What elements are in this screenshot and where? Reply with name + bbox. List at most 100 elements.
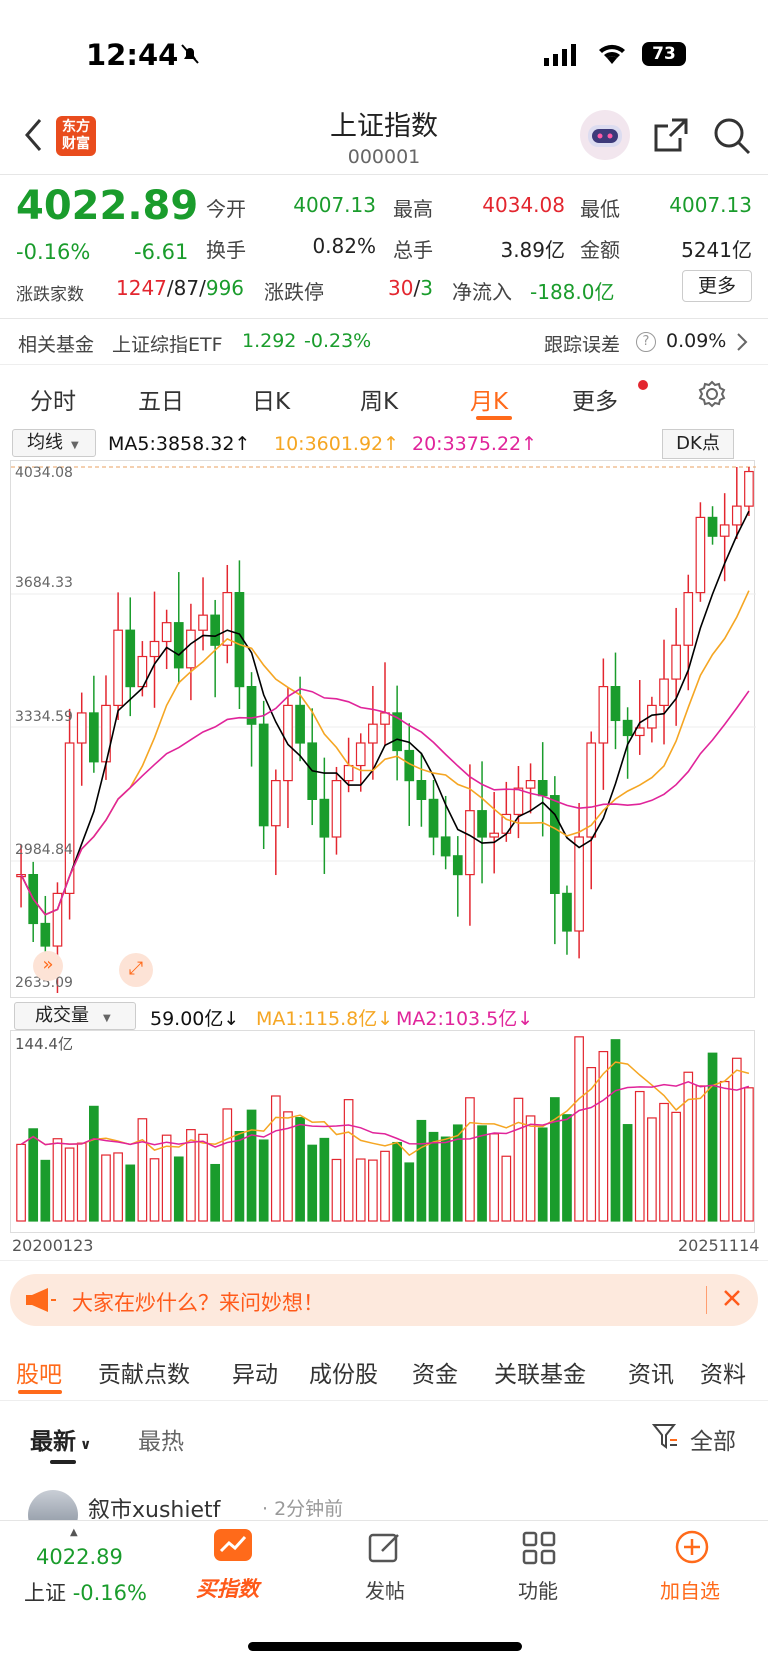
share-icon[interactable] bbox=[652, 116, 690, 158]
limit-values: 30/3 bbox=[388, 276, 433, 300]
candlestick-chart[interactable]: 4034.08 3684.33 3334.59 2984.84 2635.09 … bbox=[10, 460, 756, 998]
active-tab-indicator bbox=[476, 416, 512, 420]
tab-more[interactable]: 更多 bbox=[572, 389, 618, 415]
tab-funds-flow[interactable]: 资金 bbox=[412, 1362, 458, 1388]
candle-body bbox=[149, 640, 160, 658]
logo-line1: 东方 bbox=[62, 119, 90, 135]
up-count: 1247 bbox=[116, 276, 167, 300]
sort-latest[interactable]: 最新 ∨ bbox=[30, 1422, 91, 1456]
app-logo[interactable]: 东方 财富 bbox=[56, 116, 96, 156]
volume-bar bbox=[40, 1159, 51, 1222]
tab-constituents[interactable]: 成份股 bbox=[309, 1362, 378, 1388]
chevron-right-icon[interactable] bbox=[736, 332, 748, 356]
fullscreen-icon[interactable]: ⤢ bbox=[119, 953, 153, 987]
dk-point-button[interactable]: DK点 bbox=[662, 429, 734, 459]
limit-down: 3 bbox=[420, 276, 433, 300]
volume-max-label: 144.4亿 bbox=[15, 1035, 73, 1053]
fund-label: 相关基金 bbox=[18, 334, 95, 356]
ma-line bbox=[20, 510, 750, 916]
ma-line bbox=[20, 688, 750, 916]
avatar[interactable] bbox=[28, 1490, 78, 1520]
candle-body bbox=[513, 787, 524, 816]
tab-profile[interactable]: 资料 bbox=[700, 1362, 746, 1388]
volume-chart[interactable]: 144.4亿 bbox=[10, 1030, 755, 1233]
volume-bar bbox=[28, 1128, 39, 1222]
end-date: 20251114 bbox=[678, 1236, 760, 1255]
price-axis-label: 2984.84 bbox=[15, 842, 73, 858]
close-icon[interactable] bbox=[722, 1288, 742, 1312]
nav-function[interactable]: 功能 bbox=[518, 1579, 558, 1603]
volume-bar bbox=[234, 1131, 245, 1222]
tab-monthly-k[interactable]: 月K bbox=[470, 389, 509, 415]
candle-body bbox=[562, 892, 572, 932]
nav-buy-index[interactable]: 买指数 bbox=[196, 1577, 259, 1601]
search-icon[interactable] bbox=[712, 116, 752, 160]
nav-index-info[interactable]: 上证 -0.16% bbox=[24, 1577, 147, 1607]
candle-body bbox=[392, 712, 402, 752]
volume-bar bbox=[343, 1099, 354, 1222]
turnover-value: 0.82% bbox=[312, 234, 376, 258]
buy-index-icon[interactable] bbox=[214, 1529, 252, 1569]
volume-bar bbox=[719, 1080, 730, 1222]
volume-bar bbox=[125, 1164, 136, 1222]
tab-daily-k[interactable]: 日K bbox=[252, 389, 291, 415]
volume-bar bbox=[549, 1097, 560, 1222]
volume-bar bbox=[283, 1111, 293, 1222]
candle-body bbox=[76, 712, 87, 744]
volume-bar bbox=[64, 1147, 75, 1222]
tab-contribution[interactable]: 贡献点数 bbox=[98, 1362, 190, 1388]
candlestick-svg bbox=[11, 466, 756, 993]
tab-guba[interactable]: 股吧 bbox=[16, 1362, 62, 1388]
sort-latest-label: 最新 bbox=[30, 1429, 76, 1455]
candle-body bbox=[622, 719, 633, 737]
ma-selector[interactable]: 均线 ▼ bbox=[12, 429, 96, 457]
volume-bar bbox=[537, 1127, 548, 1222]
tab-related-funds[interactable]: 关联基金 bbox=[494, 1362, 586, 1388]
candle-body bbox=[659, 678, 669, 707]
volume-bar bbox=[307, 1144, 318, 1222]
start-date: 20200123 bbox=[12, 1236, 94, 1255]
volume-bar bbox=[16, 1143, 26, 1222]
compose-icon[interactable] bbox=[368, 1531, 402, 1569]
filter-all[interactable]: 全部 bbox=[690, 1429, 736, 1455]
sort-hot[interactable]: 最热 bbox=[138, 1429, 184, 1455]
status-time: 12:44 bbox=[86, 38, 179, 72]
candle-body bbox=[465, 810, 475, 876]
down-count: 996 bbox=[205, 276, 245, 300]
post-user[interactable]: 叙市xushietf bbox=[88, 1498, 221, 1520]
settings-gear-icon[interactable] bbox=[698, 380, 726, 412]
grid-apps-icon[interactable] bbox=[522, 1531, 556, 1569]
tab-weekly-k[interactable]: 周K bbox=[360, 389, 399, 415]
volume-ma-line bbox=[20, 1061, 750, 1157]
volume-bar bbox=[574, 1036, 584, 1222]
nav-add-watchlist[interactable]: 加自选 bbox=[660, 1579, 720, 1603]
tab-fenshi[interactable]: 分时 bbox=[30, 389, 76, 415]
candle-body bbox=[173, 622, 184, 669]
volume-ma2: MA2:103.5亿↓ bbox=[396, 1008, 534, 1030]
add-circle-icon[interactable] bbox=[674, 1529, 710, 1569]
volume-bar bbox=[76, 1142, 87, 1222]
more-button[interactable]: 更多 bbox=[682, 270, 752, 302]
expand-left-icon[interactable]: » bbox=[33, 951, 63, 981]
ask-banner[interactable]: 大家在炒什么？来问妙想！ bbox=[10, 1274, 758, 1326]
change-percent: -0.16% bbox=[16, 240, 91, 264]
post-preview[interactable]: 叙市xushietf · 2分钟前 bbox=[0, 1488, 768, 1520]
tab-five-day[interactable]: 五日 bbox=[138, 389, 184, 415]
volume-bar bbox=[404, 1162, 415, 1222]
filter-icon[interactable] bbox=[651, 1422, 678, 1454]
nav-post[interactable]: 发帖 bbox=[365, 1579, 405, 1603]
tab-news[interactable]: 资讯 bbox=[628, 1362, 674, 1388]
tab-movement[interactable]: 异动 bbox=[232, 1362, 278, 1388]
help-icon[interactable]: ? bbox=[636, 332, 656, 352]
open-label: 今开 bbox=[206, 197, 246, 221]
volume-value: 59.00亿↓ bbox=[150, 1008, 240, 1030]
volume-selector[interactable]: 成交量 ▼ bbox=[14, 1002, 136, 1030]
candle-body bbox=[355, 742, 366, 767]
turnover-label: 换手 bbox=[206, 238, 246, 262]
assistant-robot-icon[interactable] bbox=[578, 108, 632, 166]
caret-up-icon: ▲ bbox=[70, 1527, 78, 1538]
candle-body bbox=[549, 795, 560, 894]
nav-index-price[interactable]: 4022.89 bbox=[36, 1545, 123, 1569]
home-indicator bbox=[248, 1642, 522, 1651]
back-icon[interactable] bbox=[24, 118, 44, 156]
